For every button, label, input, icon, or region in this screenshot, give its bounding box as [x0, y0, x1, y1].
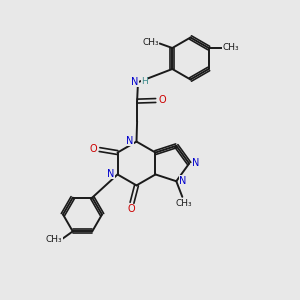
Text: CH₃: CH₃	[176, 199, 192, 208]
Text: O: O	[128, 204, 135, 214]
Text: N: N	[107, 169, 115, 179]
Text: N: N	[131, 76, 139, 87]
Text: N: N	[126, 136, 134, 146]
Text: O: O	[158, 95, 166, 105]
Text: N: N	[179, 176, 187, 186]
Text: H: H	[141, 77, 148, 86]
Text: CH₃: CH₃	[222, 43, 239, 52]
Text: N: N	[192, 158, 200, 168]
Text: CH₃: CH₃	[142, 38, 159, 47]
Text: CH₃: CH₃	[46, 235, 62, 244]
Text: O: O	[90, 144, 97, 154]
